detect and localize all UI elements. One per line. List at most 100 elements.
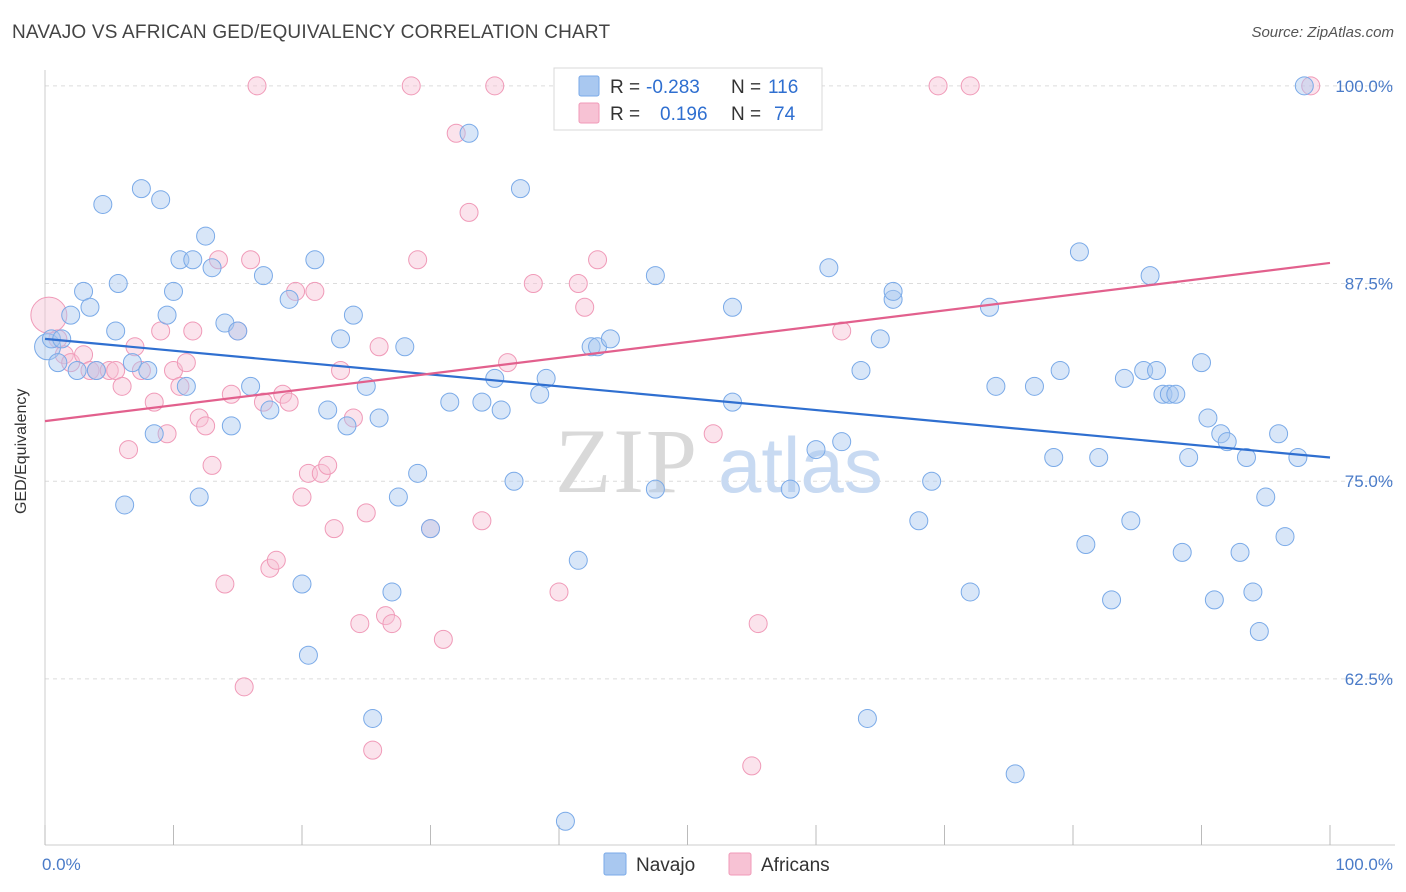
chart-title: NAVAJO VS AFRICAN GED/EQUIVALENCY CORREL…	[12, 22, 611, 43]
africans-point	[151, 321, 171, 341]
navajo-point	[1192, 353, 1211, 373]
navajo-point	[196, 226, 216, 246]
navajo-point	[1294, 76, 1314, 96]
navajo-point	[1236, 448, 1256, 467]
navajo-point	[164, 281, 183, 301]
africans-point	[170, 376, 190, 396]
africans-point	[324, 519, 344, 539]
x-tick-label: 0.0%	[42, 855, 81, 874]
navajo-point	[1166, 384, 1186, 404]
navajo-point	[115, 495, 135, 515]
watermark: ZIP atlas	[555, 410, 883, 512]
navajo-point	[183, 250, 203, 270]
legend-label-africans: Africans	[761, 855, 830, 876]
source-label: Source: ZipAtlas.com	[1251, 24, 1394, 41]
legend-r-value: 0.196	[660, 104, 708, 125]
africans-point	[485, 76, 505, 96]
legend-r-label: R =	[610, 104, 640, 125]
africans-point	[459, 202, 479, 222]
navajo-point	[832, 432, 852, 452]
navajo-point	[1089, 448, 1109, 467]
navajo-point	[530, 384, 550, 404]
navajo-point	[909, 511, 929, 531]
navajo-point	[1140, 266, 1160, 286]
navajo-point	[108, 274, 128, 294]
africans-point	[189, 408, 209, 428]
navajo-point	[93, 194, 113, 214]
navajo-point	[1121, 511, 1141, 531]
africans-point	[350, 614, 370, 634]
navajo-point	[1243, 582, 1263, 602]
navajo-point	[851, 361, 871, 381]
legend-r-value: -0.283	[646, 77, 700, 98]
navajo-point	[536, 368, 556, 388]
africans-point	[960, 76, 980, 96]
navajo-point	[305, 250, 325, 270]
navajo-point	[1114, 368, 1134, 388]
africans-point	[176, 353, 196, 373]
navajo-point	[979, 297, 999, 317]
africans-point	[408, 250, 428, 270]
navajo-point	[131, 179, 151, 199]
navajo-point	[1217, 432, 1237, 452]
africans-point	[196, 416, 216, 436]
navajo-point	[806, 440, 826, 460]
navajo-point	[645, 266, 665, 286]
legend-n-value: 74	[774, 104, 796, 125]
navajo-point	[1050, 361, 1070, 381]
africans-point	[106, 361, 126, 381]
navajo-point	[343, 305, 363, 325]
africans-point	[74, 345, 94, 365]
navajo-point	[883, 281, 903, 301]
navajo-point	[1230, 542, 1250, 562]
navajo-point	[106, 321, 126, 341]
navajo-point	[440, 392, 460, 412]
africans-point	[523, 274, 543, 294]
africans-point	[472, 511, 492, 531]
africans-point	[742, 756, 762, 776]
navajo-point	[1179, 448, 1199, 467]
navajo-point	[157, 305, 177, 325]
navajo-trend-line	[44, 337, 1331, 459]
navajo-point	[228, 321, 248, 341]
africans-point	[183, 321, 203, 341]
navajo-point	[363, 708, 383, 728]
navajo-point	[369, 408, 389, 428]
navajo-point	[337, 416, 357, 436]
legend-label-navajo: Navajo	[636, 855, 695, 876]
navajo-point	[61, 305, 81, 325]
navajo-point	[67, 361, 87, 381]
africans-point	[292, 487, 312, 507]
y-tick-label: 62.5%	[1345, 670, 1393, 689]
navajo-point	[122, 353, 142, 373]
navajo-point	[504, 471, 524, 491]
navajo-point	[408, 463, 428, 483]
africans-point	[305, 281, 325, 301]
africans-point	[748, 614, 768, 634]
navajo-point	[318, 400, 338, 420]
africans-point	[401, 76, 421, 96]
navajo-point	[1211, 424, 1231, 444]
navajo-point	[883, 289, 903, 309]
navajo-point	[960, 582, 980, 602]
africans-point	[588, 250, 608, 270]
navajo-point	[1249, 621, 1269, 641]
africans-point	[549, 582, 569, 602]
navajo-point	[510, 179, 530, 199]
africans-point	[928, 76, 948, 96]
navajo-point	[80, 297, 100, 317]
watermark-atlas: atlas	[718, 421, 883, 509]
navajo-point	[138, 361, 158, 381]
navajo-point	[1275, 527, 1295, 547]
watermark-zip: ZIP	[555, 410, 699, 512]
navajo-point	[722, 297, 742, 317]
x-tick-label: 100.0%	[1335, 855, 1393, 874]
navajo-point	[645, 479, 665, 499]
africans-point	[331, 361, 351, 381]
africans-point	[575, 297, 595, 317]
navajo-point	[292, 574, 312, 594]
navajo-point	[1159, 384, 1179, 404]
africans-point	[202, 455, 222, 475]
navajo-point	[144, 424, 164, 444]
navajo-point	[241, 376, 261, 396]
